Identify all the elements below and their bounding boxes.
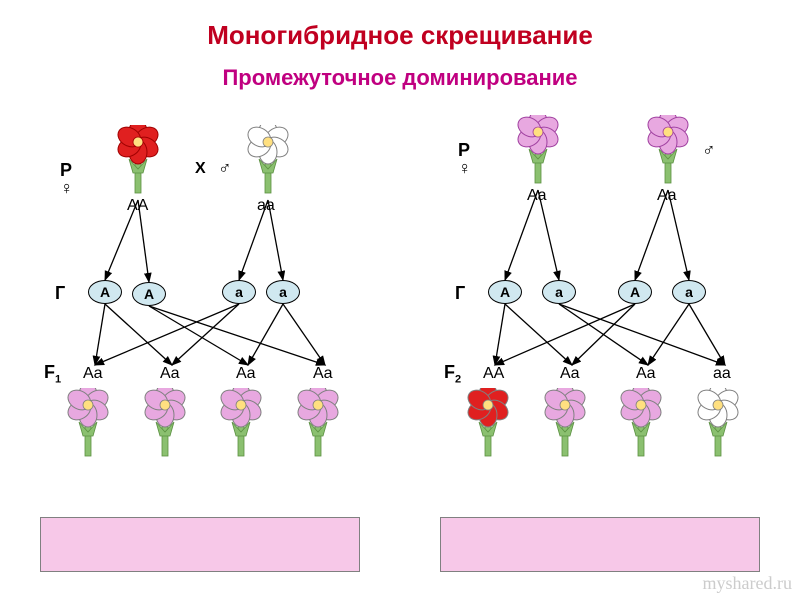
- offspring-genotype: Aa: [560, 365, 580, 383]
- cross-x: Х: [195, 160, 206, 178]
- g-label: Г: [455, 283, 465, 304]
- g-label: Г: [55, 283, 65, 304]
- offspring-genotype: AA: [483, 365, 504, 383]
- offspring-flower: [295, 388, 341, 458]
- parent-genotype: aa: [257, 197, 275, 215]
- diagram-panels: P♀♂ХГF1 AA aaAAaaAa Aa Aa Aa P♀♂ХГF2: [0, 110, 800, 580]
- offspring-flower: [65, 388, 111, 458]
- panel-right: P♀♂ХГF2 Aa AaAaAaAA Aa Aa aa: [400, 110, 800, 580]
- cross-lines: [400, 110, 800, 580]
- page-subtitle: Промежуточное доминирование: [0, 51, 800, 91]
- male-symbol: ♂: [702, 140, 716, 161]
- male-symbol: ♂: [218, 158, 232, 179]
- offspring-flower: [695, 388, 741, 458]
- watermark: myshared.ru: [703, 573, 792, 594]
- panel-left: P♀♂ХГF1 AA aaAAaaAa Aa Aa Aa: [0, 110, 400, 580]
- page-title: Моногибридное скрещивание: [0, 0, 800, 51]
- offspring-genotype: Aa: [313, 365, 333, 383]
- offspring-genotype: aa: [713, 365, 731, 383]
- offspring-genotype: Aa: [636, 365, 656, 383]
- gamete: a: [672, 280, 706, 304]
- female-symbol: ♀: [60, 178, 74, 199]
- offspring-flower: [465, 388, 511, 458]
- gamete: a: [542, 280, 576, 304]
- offspring-flower: [218, 388, 264, 458]
- gamete: A: [132, 282, 166, 306]
- gamete: A: [488, 280, 522, 304]
- parent-genotype: Aa: [657, 187, 677, 205]
- parent-flower: [645, 115, 691, 185]
- offspring-genotype: Aa: [160, 365, 180, 383]
- parent-flower: [245, 125, 291, 195]
- offspring-flower: [142, 388, 188, 458]
- parent-genotype: AA: [127, 197, 148, 215]
- gamete: A: [618, 280, 652, 304]
- result-box: [40, 517, 360, 572]
- gamete: a: [222, 280, 256, 304]
- offspring-flower: [542, 388, 588, 458]
- result-box: [440, 517, 760, 572]
- parent-flower: [115, 125, 161, 195]
- female-symbol: ♀: [458, 158, 472, 179]
- offspring-genotype: Aa: [236, 365, 256, 383]
- offspring-genotype: Aa: [83, 365, 103, 383]
- gamete: a: [266, 280, 300, 304]
- gamete: A: [88, 280, 122, 304]
- offspring-flower: [618, 388, 664, 458]
- f-label: F1: [44, 362, 61, 386]
- parent-genotype: Aa: [527, 187, 547, 205]
- parent-flower: [515, 115, 561, 185]
- f-label: F2: [444, 362, 461, 386]
